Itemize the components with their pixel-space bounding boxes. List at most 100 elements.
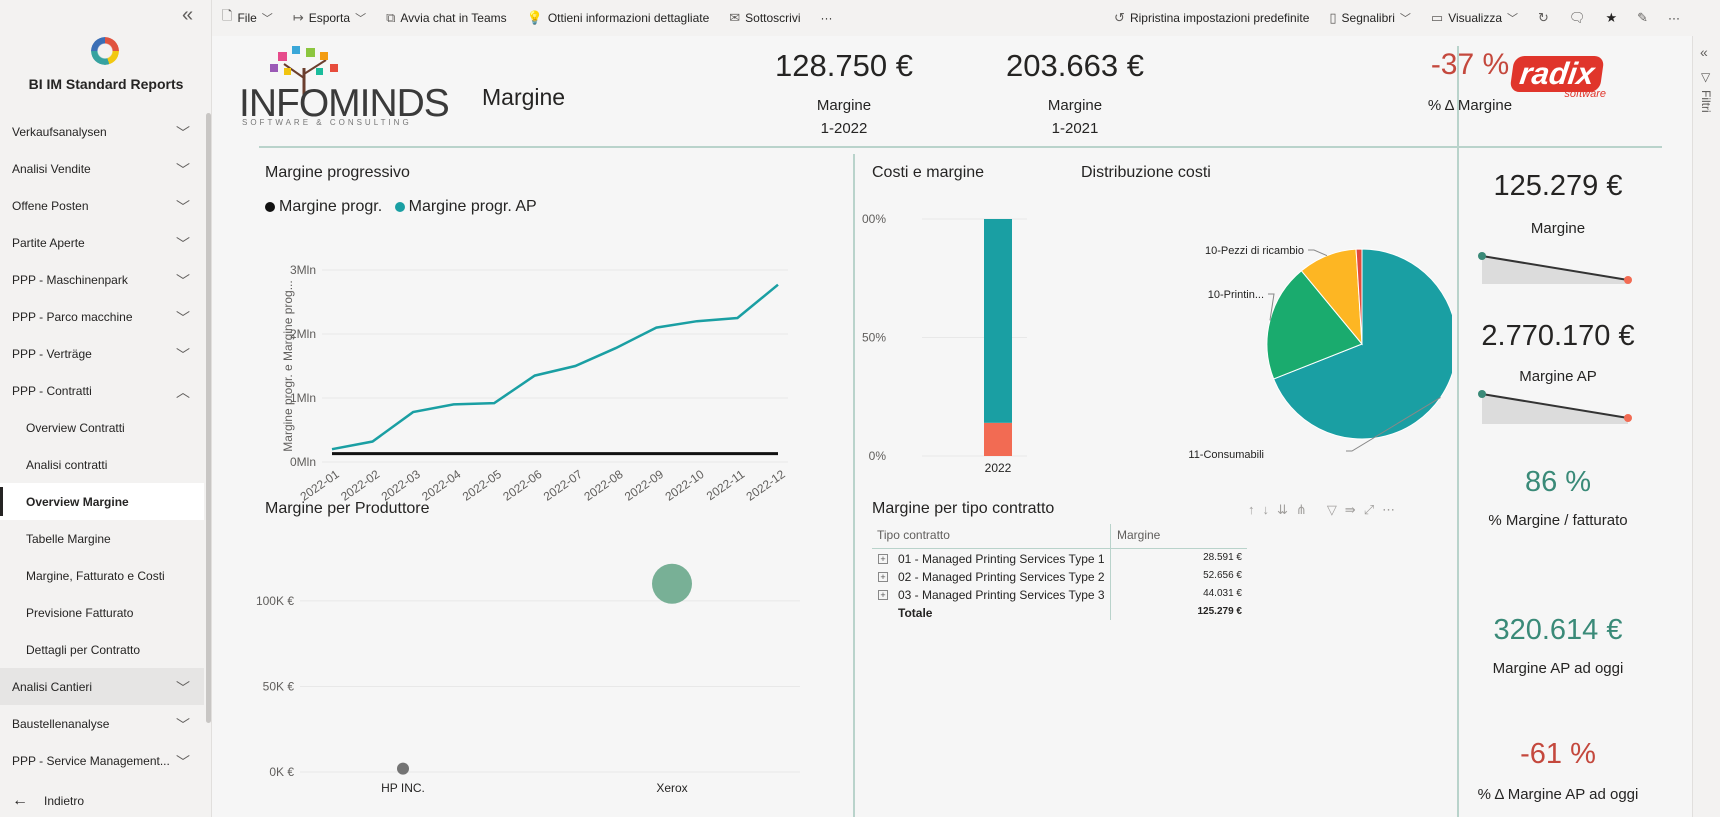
insights-label: Ottieni informazioni dettagliate <box>547 11 710 25</box>
filter-pane[interactable]: « ▽ Filtri <box>1692 36 1720 817</box>
nav-item[interactable]: Dettagli per Contratto <box>0 631 204 668</box>
nav-item-label: PPP - Verträge <box>12 346 92 361</box>
table-row-name[interactable]: 01 - Managed Printing Services Type 1 <box>898 552 1105 566</box>
bar-segment-margine[interactable] <box>984 219 1012 423</box>
expand-filters-icon[interactable]: « <box>1700 44 1708 60</box>
nav-item[interactable]: Partite Aperte ﹀ <box>0 224 204 261</box>
table-row-name[interactable]: 03 - Managed Printing Services Type 3 <box>898 588 1105 602</box>
focus-mode-icon[interactable]: ⤢ <box>1363 502 1375 517</box>
kpi-margine-label: Margine <box>816 97 872 114</box>
mail-icon: ✉ <box>729 10 741 25</box>
edit-button[interactable]: ✎ <box>1633 3 1652 33</box>
y-axis-label: Margine progr. e Margine prog... <box>281 280 295 451</box>
file-icon: 🗋 <box>222 8 233 23</box>
back-button[interactable]: ← Indietro <box>12 792 84 810</box>
more-actions-button[interactable]: ··· <box>1664 3 1684 33</box>
favorite-button[interactable]: ★ <box>1601 3 1621 33</box>
chevron-down-icon[interactable]: ﹀ <box>176 236 190 252</box>
bookmarks-menu[interactable]: ▯ Segnalibri ﹀ <box>1325 3 1415 33</box>
scatter-chart-title: Margine per Produttore <box>265 500 430 517</box>
nav-item-label: Previsione Fatturato <box>26 605 134 620</box>
navigation-pane: BI IM Standard Reports Verkaufsanalysen ﹀… <box>0 0 212 817</box>
nav-item[interactable]: Baustellenanalyse ﹀ <box>0 705 204 742</box>
reset-icon: ↺ <box>1114 10 1125 25</box>
expand-row-icon[interactable]: + <box>878 572 888 582</box>
nav-item[interactable]: Previsione Fatturato <box>0 594 204 631</box>
expand-next-icon[interactable]: ⋔ <box>1295 502 1307 517</box>
view-menu[interactable]: ▭ Visualizza ﹀ <box>1427 3 1522 33</box>
nav-item[interactable]: Offene Posten ﹀ <box>0 187 204 224</box>
export-menu[interactable]: ↦ Esporta ﹀ <box>289 3 370 33</box>
more-options-button[interactable]: ··· <box>817 3 837 33</box>
nav-item-label: Overview Margine <box>26 494 129 509</box>
drill-up-icon[interactable]: ↑ <box>1248 502 1255 517</box>
y-tick-label: 3Mln <box>290 263 316 277</box>
side-kpi-margine-ap-oggi-label: Margine AP ad oggi <box>1492 660 1624 677</box>
subscribe-button[interactable]: ✉ Sottoscrivi <box>725 3 804 33</box>
file-menu[interactable]: 🗋 File ﹀ <box>218 3 277 33</box>
drill-through-icon[interactable]: ⇛ <box>1344 502 1356 517</box>
scatter-point[interactable] <box>652 563 692 604</box>
filters-label[interactable]: Filtri <box>1699 90 1713 113</box>
nav-item[interactable]: PPP - Parco macchine ﹀ <box>0 298 204 335</box>
nav-item[interactable]: PPP - Service Management... ﹀ <box>0 742 204 779</box>
refresh-button[interactable]: ↻ <box>1534 3 1553 33</box>
comment-button[interactable]: 🗨 <box>1565 3 1590 33</box>
nav-item[interactable]: PPP - Contratti ︿ <box>0 372 204 409</box>
x-tick-label: 2022-03 <box>379 467 423 504</box>
nav-item[interactable]: Analisi contratti <box>0 446 204 483</box>
refresh-icon: ↻ <box>1538 10 1549 25</box>
chevron-down-icon[interactable]: ﹀ <box>176 125 190 141</box>
nav-item[interactable]: Overview Margine <box>0 483 204 520</box>
expand-row-icon[interactable]: + <box>878 554 888 564</box>
table-header-tipo[interactable]: Tipo contratto <box>877 528 950 542</box>
legend-item-margine-progr[interactable]: Margine progr. <box>265 198 382 215</box>
side-kpi-margine-ap-label: Margine AP <box>1519 368 1597 385</box>
more-options-icon[interactable]: ⋯ <box>1382 502 1396 517</box>
chevron-down-icon[interactable]: ﹀ <box>176 347 190 363</box>
expand-row-icon[interactable]: + <box>878 590 888 600</box>
nav-item[interactable]: Tabelle Margine <box>0 520 204 557</box>
bar-segment-costi[interactable] <box>984 422 1012 456</box>
nav-item[interactable]: Analisi Cantieri ﹀ <box>0 668 204 705</box>
chevron-down-icon[interactable]: ﹀ <box>176 754 190 770</box>
pie-slice[interactable] <box>1266 270 1363 380</box>
filter-icon[interactable]: ▽ <box>1326 502 1337 517</box>
vertical-divider <box>853 154 855 817</box>
y-tick-label: 50K € <box>263 679 295 693</box>
chevron-down-icon[interactable]: ﹀ <box>176 273 190 289</box>
legend-label: Margine progr. AP <box>408 198 537 215</box>
kpi-margine-prev-label: Margine <box>1047 97 1103 114</box>
nav-item[interactable]: Margine, Fatturato e Costi <box>0 557 204 594</box>
reset-button[interactable]: ↺ Ripristina impostazioni predefinite <box>1110 3 1313 33</box>
chevron-down-icon[interactable]: ﹀ <box>176 680 190 696</box>
export-icon: ↦ <box>292 10 304 25</box>
nav-scrollbar[interactable] <box>206 113 211 723</box>
nav-item[interactable]: Analisi Vendite ﹀ <box>0 150 204 187</box>
chevron-down-icon[interactable]: ﹀ <box>176 310 190 326</box>
expand-all-icon[interactable]: ⇊ <box>1277 502 1288 517</box>
table-row-name[interactable]: 02 - Managed Printing Services Type 2 <box>898 570 1105 584</box>
scatter-point[interactable] <box>397 762 409 775</box>
legend-dot-icon <box>394 202 405 212</box>
view-label: Visualizza <box>1448 11 1503 25</box>
chevron-down-icon[interactable]: ﹀ <box>176 199 190 215</box>
line-chart: 0Mln1Mln2Mln3Mln2022-012022-022022-03202… <box>281 263 788 504</box>
drill-down-icon[interactable]: ↓ <box>1262 502 1270 517</box>
pie-slice[interactable] <box>1355 248 1363 345</box>
chevron-down-icon[interactable]: ﹀ <box>176 717 190 733</box>
table-header-margine[interactable]: Margine <box>1117 528 1161 542</box>
insights-button[interactable]: 💡 Ottieni informazioni dettagliate <box>523 3 714 33</box>
chevron-up-icon[interactable]: ︿ <box>176 384 190 400</box>
collapse-nav-icon[interactable]: « <box>182 4 194 26</box>
nav-item[interactable]: Overview Contratti <box>0 409 204 446</box>
legend-item-margine-progr-ap[interactable]: Margine progr. AP <box>394 198 537 215</box>
chevron-down-icon[interactable]: ﹀ <box>176 162 190 178</box>
nav-list: Verkaufsanalysen ﹀ Analisi Vendite ﹀ Offene … <box>0 113 204 779</box>
nav-item[interactable]: Verkaufsanalysen ﹀ <box>0 113 204 150</box>
nav-item[interactable]: PPP - Verträge ﹀ <box>0 335 204 372</box>
back-label: Indietro <box>44 794 85 808</box>
teams-chat-button[interactable]: ⧉ Avvia chat in Teams <box>382 3 511 33</box>
nav-item[interactable]: PPP - Maschinenpark ﹀ <box>0 261 204 298</box>
margine-sparkline <box>1478 252 1632 284</box>
